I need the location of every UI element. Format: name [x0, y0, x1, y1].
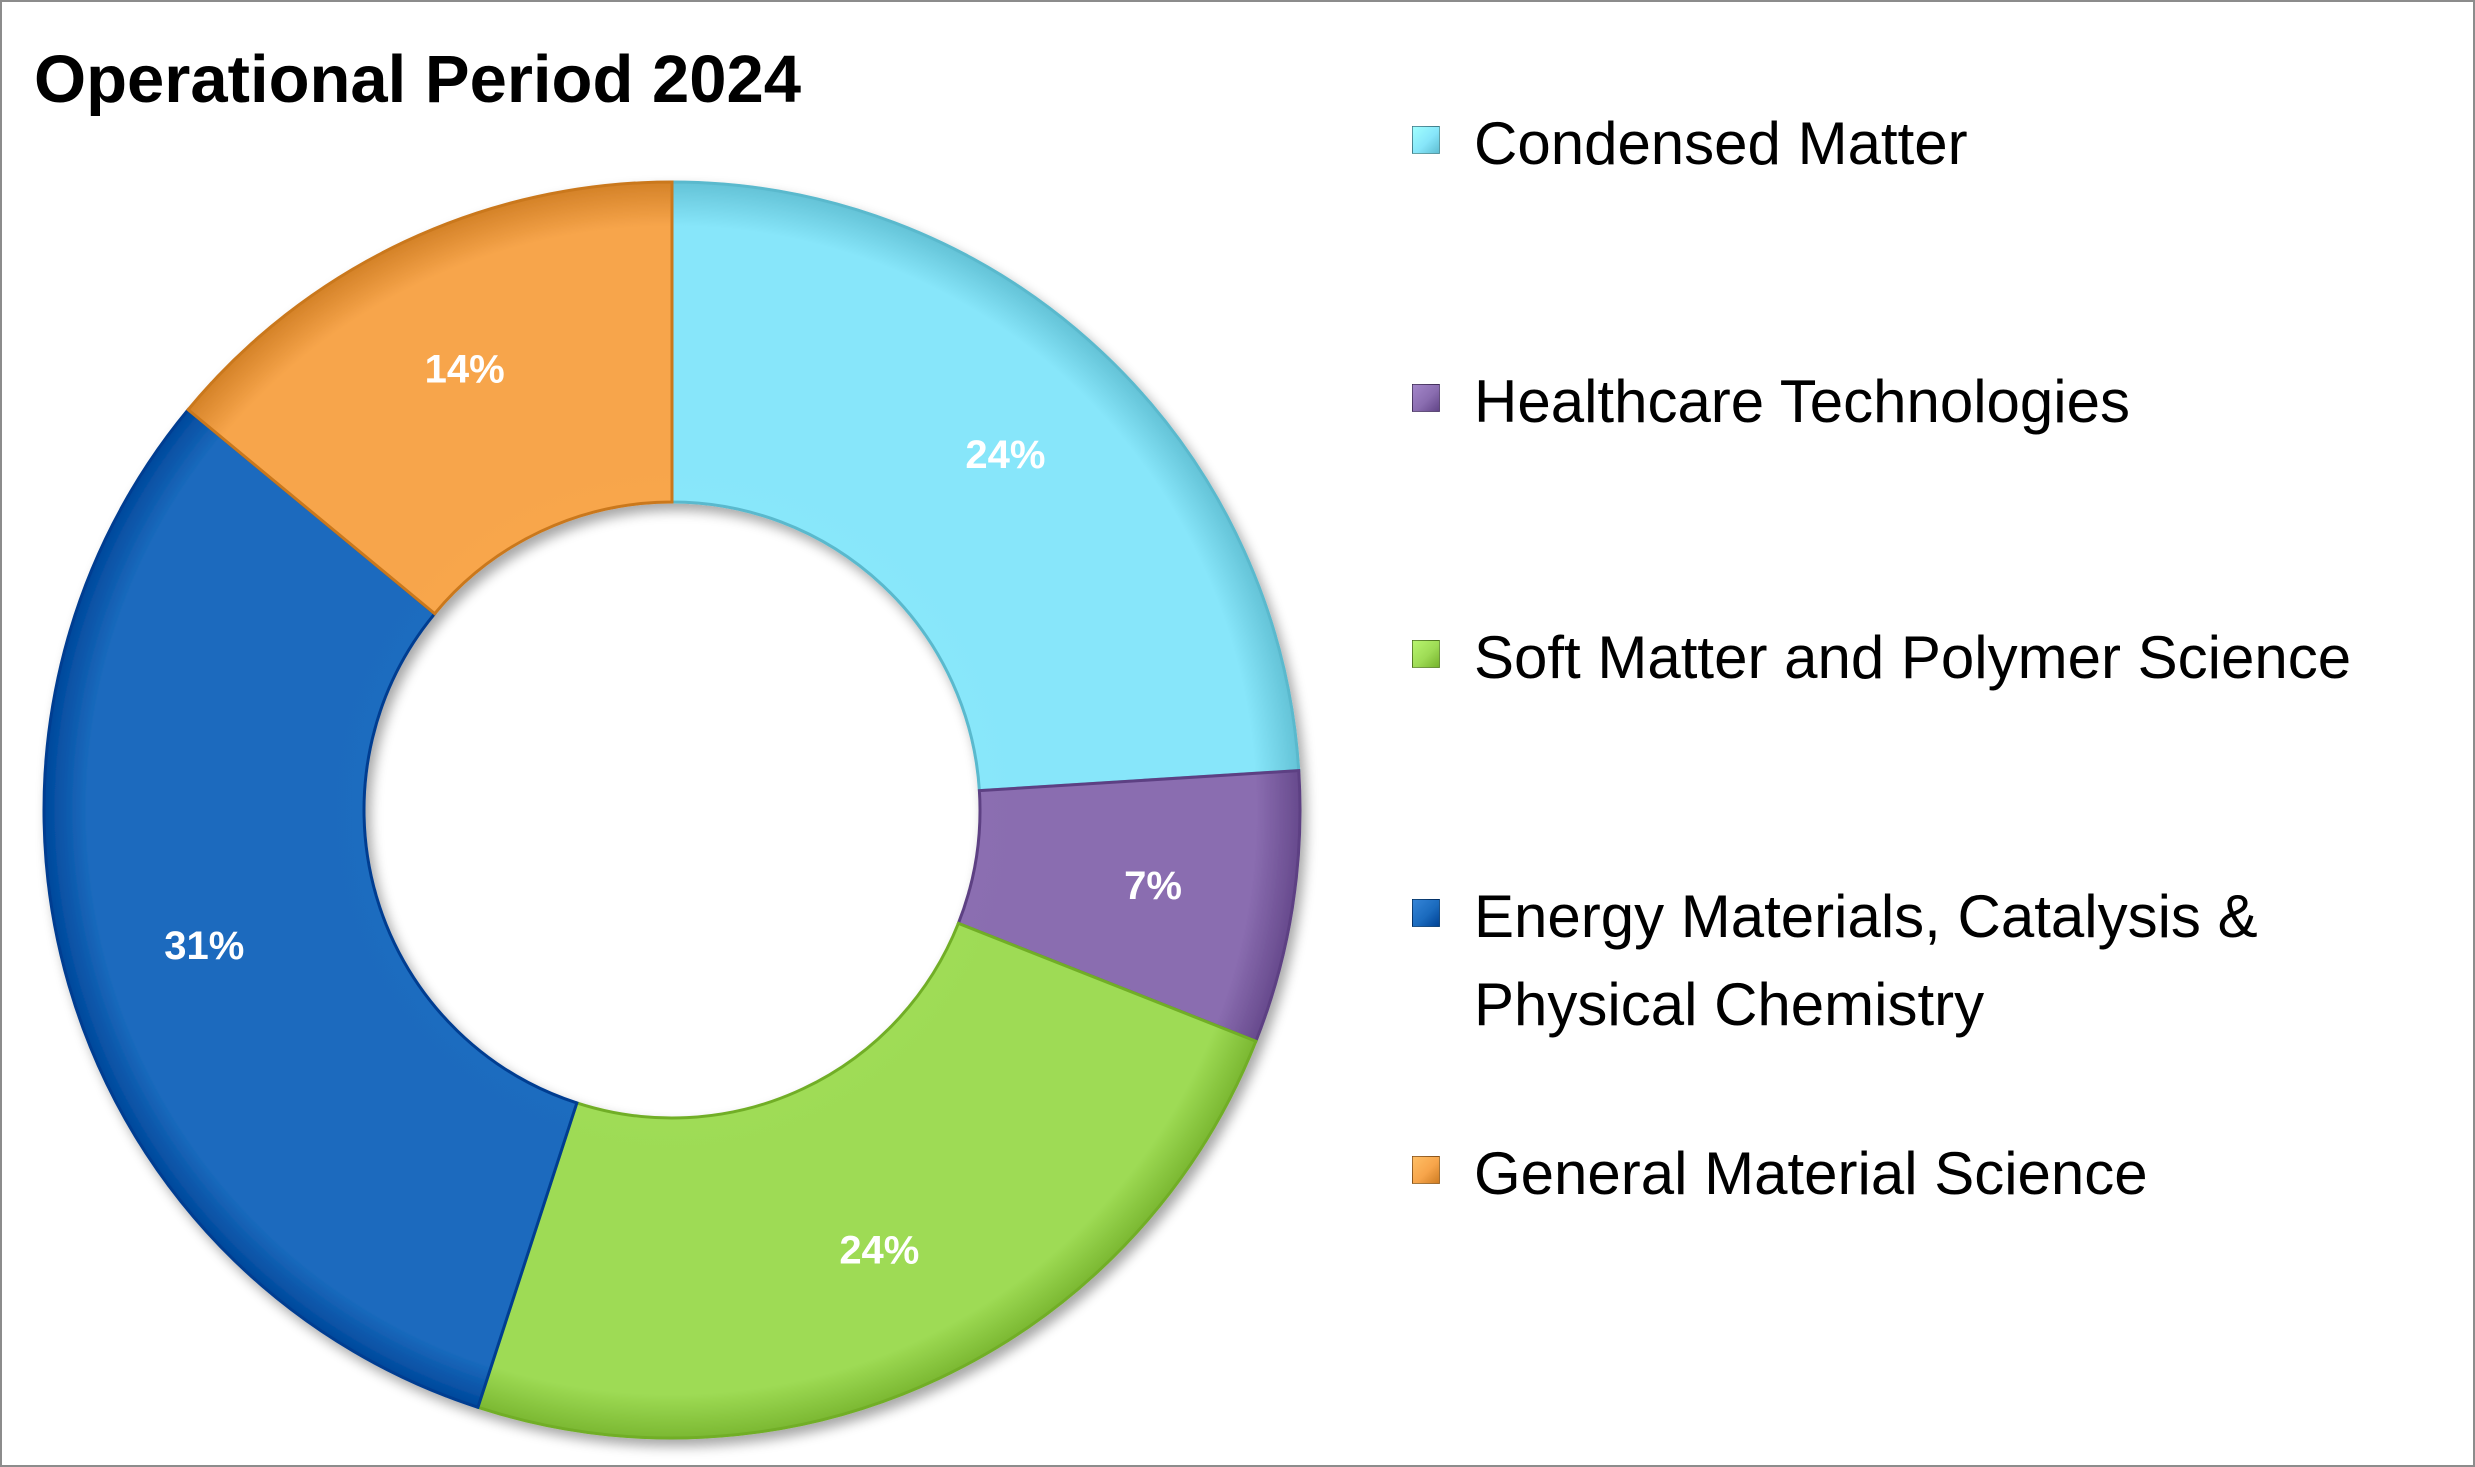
data-label: 7% [1124, 864, 1182, 908]
legend-label: Soft Matter and Polymer Science [1474, 624, 2352, 691]
data-label: 24% [965, 433, 1045, 477]
donut-slice [42, 407, 579, 1410]
chart-title: Operational Period 2024 [34, 42, 802, 117]
legend-swatch [1412, 1156, 1440, 1184]
legend-label: Healthcare Technologies [1474, 368, 2130, 435]
legend-swatch [1412, 126, 1440, 154]
legend-swatch [1412, 640, 1440, 668]
data-label: 14% [425, 347, 505, 391]
legend-swatch [1412, 899, 1440, 927]
legend-label: Condensed Matter [1474, 110, 1968, 177]
data-label: 31% [164, 924, 244, 968]
donut-slice [476, 921, 1258, 1440]
donut-slice [186, 180, 674, 616]
legend-swatch [1412, 384, 1440, 412]
legend-label: General Material Science [1474, 1140, 2148, 1207]
donut-slice [670, 180, 1301, 793]
donut-slices [42, 180, 1302, 1440]
legend-label: Energy Materials, Catalysis & Physical C… [1474, 883, 2258, 1038]
data-label: 24% [839, 1229, 919, 1273]
data-labels: 24% 7% 24% 31% 14% [164, 347, 1182, 1272]
